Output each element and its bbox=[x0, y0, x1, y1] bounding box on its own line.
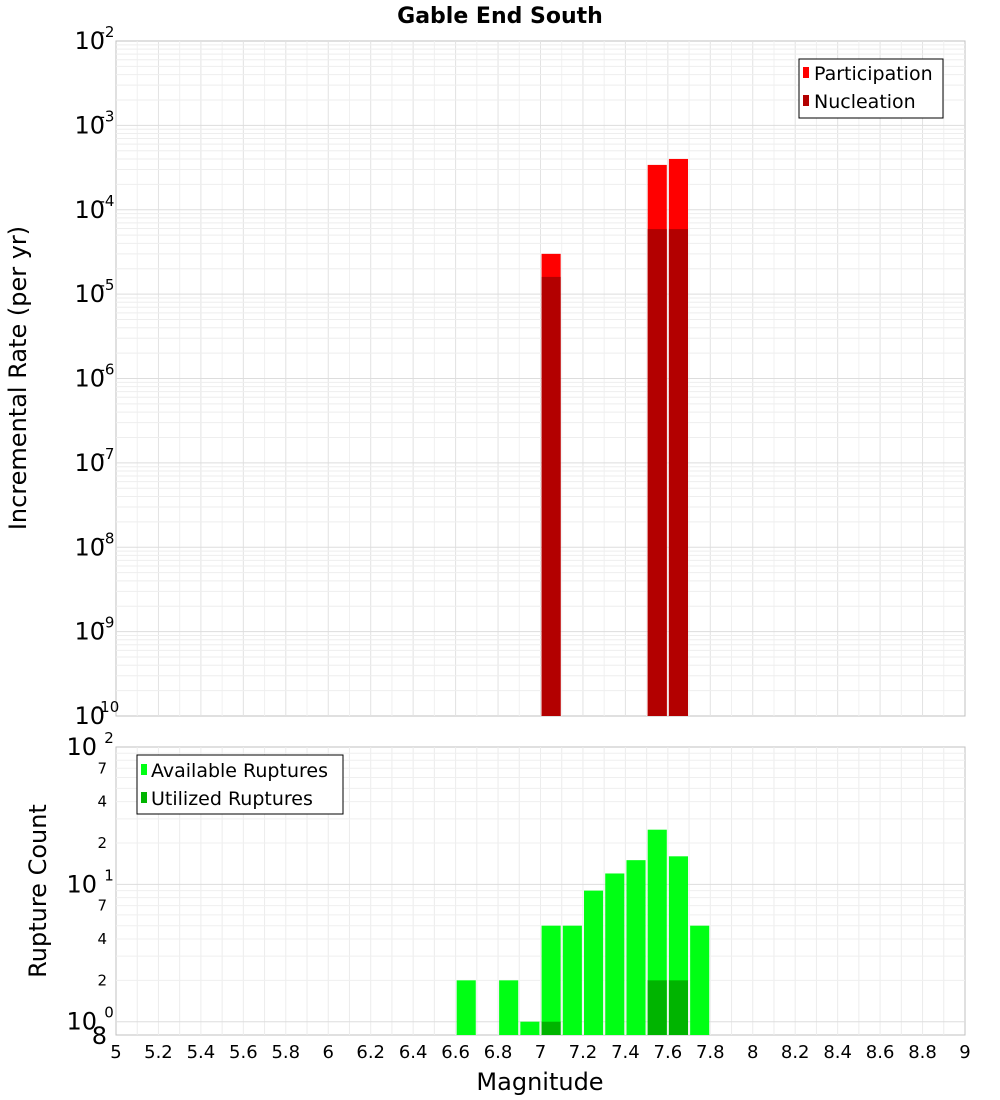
x-tick-label: 7.8 bbox=[696, 1042, 725, 1063]
y-minor-tick-label: 7 bbox=[97, 897, 107, 915]
y-tick-exponent: -6 bbox=[100, 361, 115, 379]
available-bar bbox=[605, 873, 625, 1035]
nucleation-bar bbox=[668, 229, 689, 717]
y-tick-exponent: 1 bbox=[104, 866, 114, 884]
y-tick-label: 10 bbox=[74, 449, 105, 477]
available-bar bbox=[562, 925, 582, 1035]
y-tick-exponent: -10 bbox=[95, 698, 120, 716]
count-bars bbox=[456, 829, 710, 1035]
y-tick-exponent: -9 bbox=[100, 614, 115, 632]
y-tick-label: 10 bbox=[74, 27, 105, 55]
utilized-bar bbox=[668, 980, 689, 1035]
x-tick-label: 5.2 bbox=[144, 1042, 173, 1063]
x-tick-label: 7.2 bbox=[569, 1042, 598, 1063]
rate-y-axis-label: Incremental Rate (per yr) bbox=[4, 226, 32, 530]
x-tick-labels: 5 5.2 5.4 5.6 5.8 6 6.2 6.4 6.6 6.8 7 7.2 7.4 7.6 7.8 8… bbox=[110, 1042, 970, 1063]
y-tick-exponent: -8 bbox=[100, 529, 115, 547]
y-minor-tick-label: 7 bbox=[97, 759, 107, 777]
available-bar bbox=[690, 925, 710, 1035]
y-tick-exponent: -7 bbox=[100, 445, 115, 463]
x-tick-label: 7.6 bbox=[654, 1042, 683, 1063]
legend-swatch-participation bbox=[803, 67, 809, 78]
legend-swatch-nucleation bbox=[803, 95, 809, 106]
x-tick-label: 7 bbox=[535, 1042, 546, 1063]
y-minor-tick-label: 4 bbox=[97, 793, 107, 811]
x-tick-label: 5.8 bbox=[271, 1042, 300, 1063]
y-tick-exponent: 0 bbox=[104, 1004, 114, 1022]
nucleation-bar bbox=[647, 229, 667, 717]
rate-grid bbox=[116, 41, 965, 716]
y-minor-tick-label: 2 bbox=[97, 971, 107, 989]
y-tick-label: 10 bbox=[74, 111, 105, 139]
y-tick-exponent: -3 bbox=[100, 107, 115, 125]
available-bar bbox=[520, 1021, 540, 1035]
legend-label-utilized: Utilized Ruptures bbox=[151, 788, 313, 810]
x-tick-label: 9 bbox=[959, 1042, 970, 1063]
rate-bars bbox=[541, 158, 689, 717]
x-tick-label: 5 bbox=[110, 1042, 121, 1063]
x-tick-label: 8.4 bbox=[823, 1042, 852, 1063]
x-tick-label: 6.8 bbox=[484, 1042, 513, 1063]
y-tick-label: 10 bbox=[74, 280, 105, 308]
nucleation-bar bbox=[541, 276, 561, 716]
y-tick-exponent: -4 bbox=[100, 192, 115, 210]
count-y-axis-label: Rupture Count bbox=[24, 804, 52, 978]
y-tick-label: 10 bbox=[74, 365, 105, 393]
x-tick-label: 6.6 bbox=[441, 1042, 470, 1063]
y-tick-exponent: -2 bbox=[100, 23, 115, 41]
y-tick-exponent: -5 bbox=[100, 276, 115, 294]
y-tick-label: 10 bbox=[74, 702, 105, 730]
available-bar bbox=[626, 860, 646, 1035]
x-tick-label: 6.2 bbox=[356, 1042, 385, 1063]
utilized-bar bbox=[541, 1021, 561, 1035]
count-legend: Available Ruptures Utilized Ruptures bbox=[136, 754, 344, 815]
y-minor-tick-label: 8 bbox=[92, 1022, 107, 1050]
available-bar bbox=[584, 890, 604, 1035]
x-tick-label: 7.4 bbox=[611, 1042, 640, 1063]
x-tick-label: 6.4 bbox=[399, 1042, 428, 1063]
y-minor-tick-label: 4 bbox=[97, 930, 107, 948]
y-tick-label: 10 bbox=[66, 1008, 97, 1036]
y-tick-label: 10 bbox=[66, 870, 97, 898]
legend-swatch-available bbox=[141, 764, 147, 775]
legend-label-available: Available Ruptures bbox=[151, 760, 328, 782]
available-bar bbox=[541, 925, 561, 1035]
x-tick-label: 5.6 bbox=[229, 1042, 258, 1063]
y-tick-label: 10 bbox=[74, 196, 105, 224]
legend-label-participation: Participation bbox=[814, 63, 933, 85]
y-tick-label: 10 bbox=[74, 533, 105, 561]
rate-legend: Participation Nucleation bbox=[798, 58, 944, 119]
y-tick-label: 10 bbox=[74, 618, 105, 646]
x-tick-label: 8.2 bbox=[781, 1042, 810, 1063]
x-axis-label: Magnitude bbox=[476, 1068, 603, 1096]
x-tick-label: 6 bbox=[323, 1042, 334, 1063]
x-tick-label: 8 bbox=[747, 1042, 758, 1063]
available-bar bbox=[456, 980, 476, 1035]
x-tick-label: 8.8 bbox=[908, 1042, 937, 1063]
utilized-bar bbox=[647, 980, 667, 1035]
x-tick-label: 8.6 bbox=[866, 1042, 895, 1063]
chart-title: Gable End South bbox=[397, 4, 603, 29]
legend-swatch-utilized bbox=[141, 792, 147, 803]
y-minor-tick-label: 2 bbox=[97, 834, 107, 852]
y-tick-exponent: 2 bbox=[104, 729, 114, 747]
legend-label-nucleation: Nucleation bbox=[814, 91, 916, 113]
x-tick-label: 5.4 bbox=[187, 1042, 216, 1063]
available-bar bbox=[499, 980, 519, 1035]
y-tick-label: 10 bbox=[66, 733, 97, 761]
